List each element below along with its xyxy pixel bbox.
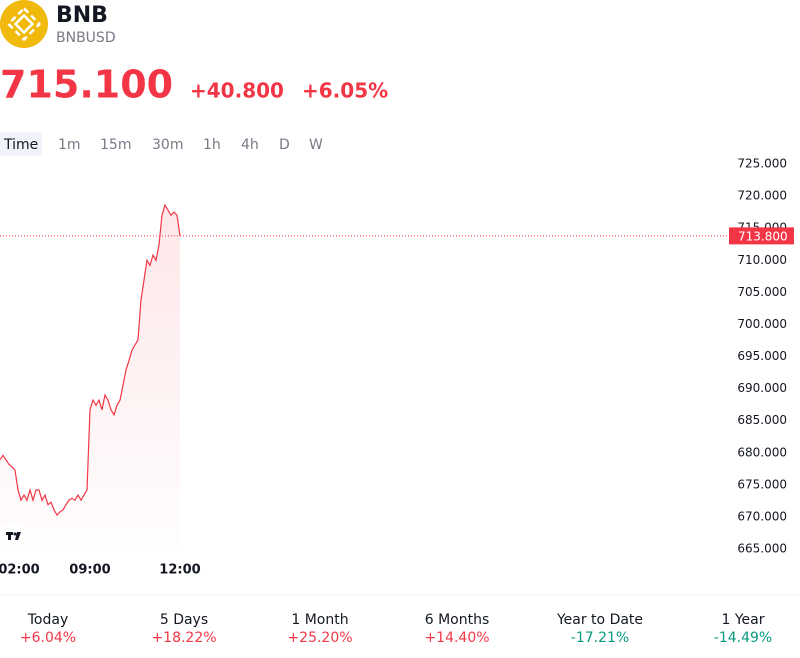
y-tick-label: 705.000 xyxy=(737,285,787,299)
period-change: -14.49% xyxy=(714,630,772,646)
interval-active xyxy=(0,132,42,156)
period-name[interactable]: 5 Days xyxy=(160,612,208,628)
logo xyxy=(0,0,48,48)
symbol: BNB xyxy=(56,3,108,28)
last-price-label: 713.800 xyxy=(738,229,788,243)
y-tick-label: 690.000 xyxy=(737,381,787,395)
y-tick-label: 700.000 xyxy=(737,317,787,331)
price: 715.100 xyxy=(0,63,173,107)
y-tick-label: 685.000 xyxy=(737,413,787,427)
y-tick-label: 725.000 xyxy=(737,157,787,171)
interval-tab[interactable]: D xyxy=(279,137,290,153)
y-tick-label: 665.000 xyxy=(737,542,787,556)
y-tick-label: 720.000 xyxy=(737,189,787,203)
period-name[interactable]: 6 Months xyxy=(425,612,490,628)
interval-tab[interactable]: Time xyxy=(3,137,38,153)
change-percent: +6.05% xyxy=(302,79,388,103)
period-change: -17.21% xyxy=(571,630,629,646)
ticker: BNBUSD xyxy=(56,30,116,46)
interval-tab[interactable]: 1m xyxy=(58,137,81,153)
period-name[interactable]: 1 Month xyxy=(291,612,348,628)
area xyxy=(0,205,180,549)
last-price-box xyxy=(729,227,794,245)
change: +40.800 xyxy=(190,79,284,103)
x-tick-label: 02:00 xyxy=(0,563,40,578)
price-line xyxy=(0,203,181,516)
interval-tab[interactable]: 15m xyxy=(100,137,131,153)
period-name[interactable]: Today xyxy=(27,612,69,628)
period-change: +18.22% xyxy=(151,630,216,646)
period-name[interactable]: 1 Year xyxy=(722,612,765,628)
period-change: +14.40% xyxy=(424,630,489,646)
y-tick-label: 710.000 xyxy=(737,253,787,267)
y-tick-label: 695.000 xyxy=(737,349,787,363)
interval-tab[interactable]: 1h xyxy=(203,137,221,153)
period-change: +25.20% xyxy=(287,630,352,646)
x-tick-label: 12:00 xyxy=(159,563,200,578)
y-tick-label: 670.000 xyxy=(737,509,787,523)
y-tick-label: 680.000 xyxy=(737,445,787,459)
interval-tab[interactable]: W xyxy=(309,137,323,153)
y-tick-label: 675.000 xyxy=(737,477,787,491)
tv-logo xyxy=(0,523,26,549)
period-change: +6.04% xyxy=(20,630,76,646)
interval-tab[interactable]: 30m xyxy=(152,137,183,153)
x-tick-label: 09:00 xyxy=(69,563,110,578)
period-name[interactable]: Year to Date xyxy=(556,612,643,628)
interval-tab[interactable]: 4h xyxy=(241,137,259,153)
